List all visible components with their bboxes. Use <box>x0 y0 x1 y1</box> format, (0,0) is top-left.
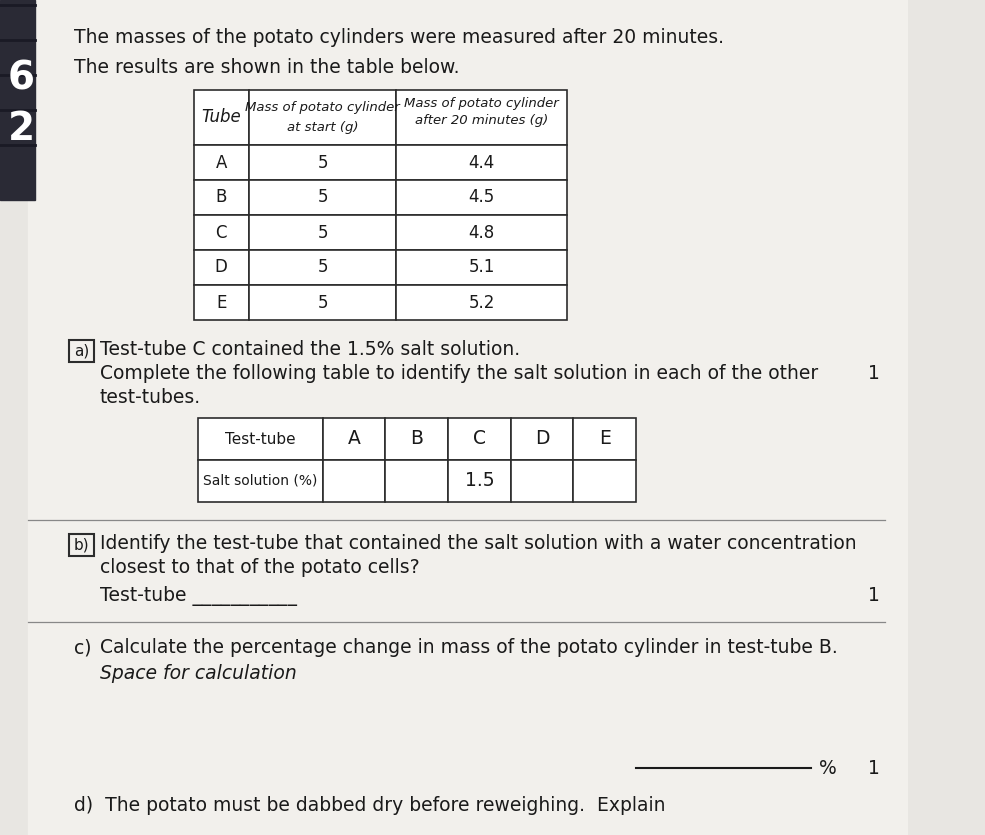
Bar <box>249 145 396 180</box>
Text: Test-tube: Test-tube <box>226 432 296 447</box>
Bar <box>69 534 94 556</box>
Text: 5.2: 5.2 <box>469 293 494 311</box>
Bar <box>198 460 323 502</box>
Text: 5: 5 <box>317 293 328 311</box>
Text: Salt solution (%): Salt solution (%) <box>203 474 317 488</box>
Bar <box>448 460 510 502</box>
Bar <box>448 418 510 460</box>
Bar <box>573 460 636 502</box>
Bar <box>194 215 249 250</box>
Text: 4.5: 4.5 <box>469 189 494 206</box>
Text: A: A <box>348 429 361 448</box>
Text: at start (g): at start (g) <box>287 121 359 134</box>
Bar <box>396 285 567 320</box>
Text: E: E <box>216 293 227 311</box>
Bar <box>249 180 396 215</box>
Bar <box>396 180 567 215</box>
Text: A: A <box>216 154 227 171</box>
Text: The masses of the potato cylinders were measured after 20 minutes.: The masses of the potato cylinders were … <box>74 28 724 47</box>
Bar <box>396 145 567 180</box>
Text: Test-tube ___________: Test-tube ___________ <box>99 586 296 606</box>
Text: 1: 1 <box>868 586 880 605</box>
Bar <box>396 90 567 145</box>
Bar <box>396 250 567 285</box>
Bar <box>194 250 249 285</box>
Text: C: C <box>216 224 227 241</box>
Text: test-tubes.: test-tubes. <box>99 388 201 407</box>
Text: closest to that of the potato cells?: closest to that of the potato cells? <box>99 558 420 577</box>
Text: D: D <box>535 429 550 448</box>
Text: 1.5: 1.5 <box>465 472 494 490</box>
Bar <box>0 0 35 200</box>
Text: Complete the following table to identify the salt solution in each of the other: Complete the following table to identify… <box>99 364 818 383</box>
Text: d)  The potato must be dabbed dry before reweighing.  Explain: d) The potato must be dabbed dry before … <box>74 796 665 815</box>
Text: Mass of potato cylinder: Mass of potato cylinder <box>404 97 559 110</box>
Bar <box>510 418 573 460</box>
Text: 4.4: 4.4 <box>469 154 494 171</box>
Bar <box>385 418 448 460</box>
Text: b): b) <box>74 538 90 553</box>
Bar <box>249 90 396 145</box>
Text: 2: 2 <box>7 110 34 148</box>
Text: Mass of potato cylinder: Mass of potato cylinder <box>245 101 400 114</box>
Text: Identify the test-tube that contained the salt solution with a water concentrati: Identify the test-tube that contained th… <box>99 534 856 553</box>
Text: The results are shown in the table below.: The results are shown in the table below… <box>74 58 459 77</box>
Bar <box>194 285 249 320</box>
Bar <box>396 215 567 250</box>
Bar <box>510 460 573 502</box>
Text: after 20 minutes (g): after 20 minutes (g) <box>415 114 549 127</box>
Bar <box>323 460 385 502</box>
Bar <box>249 215 396 250</box>
Text: Test-tube C contained the 1.5% salt solution.: Test-tube C contained the 1.5% salt solu… <box>99 340 520 359</box>
Bar <box>198 418 323 460</box>
Bar <box>249 250 396 285</box>
Text: 1: 1 <box>868 364 880 383</box>
Bar <box>385 460 448 502</box>
Text: 1: 1 <box>868 760 880 778</box>
Text: c): c) <box>74 638 92 657</box>
Bar <box>249 285 396 320</box>
Bar <box>194 180 249 215</box>
Bar <box>194 145 249 180</box>
Text: 6: 6 <box>7 60 34 98</box>
Text: B: B <box>216 189 227 206</box>
Text: 5.1: 5.1 <box>469 259 494 276</box>
Text: 5: 5 <box>317 189 328 206</box>
Bar <box>323 418 385 460</box>
Text: %: % <box>819 760 836 778</box>
Text: 5: 5 <box>317 259 328 276</box>
Text: Tube: Tube <box>201 109 241 126</box>
Bar <box>573 418 636 460</box>
Text: C: C <box>473 429 486 448</box>
Text: a): a) <box>74 343 90 358</box>
Bar <box>194 90 249 145</box>
Bar <box>69 340 94 362</box>
Text: E: E <box>599 429 611 448</box>
Text: Calculate the percentage change in mass of the potato cylinder in test-tube B.: Calculate the percentage change in mass … <box>99 638 837 657</box>
Text: 4.8: 4.8 <box>469 224 494 241</box>
Text: B: B <box>410 429 424 448</box>
Text: 5: 5 <box>317 154 328 171</box>
Text: 5: 5 <box>317 224 328 241</box>
Text: Space for calculation: Space for calculation <box>99 664 296 683</box>
Text: D: D <box>215 259 228 276</box>
